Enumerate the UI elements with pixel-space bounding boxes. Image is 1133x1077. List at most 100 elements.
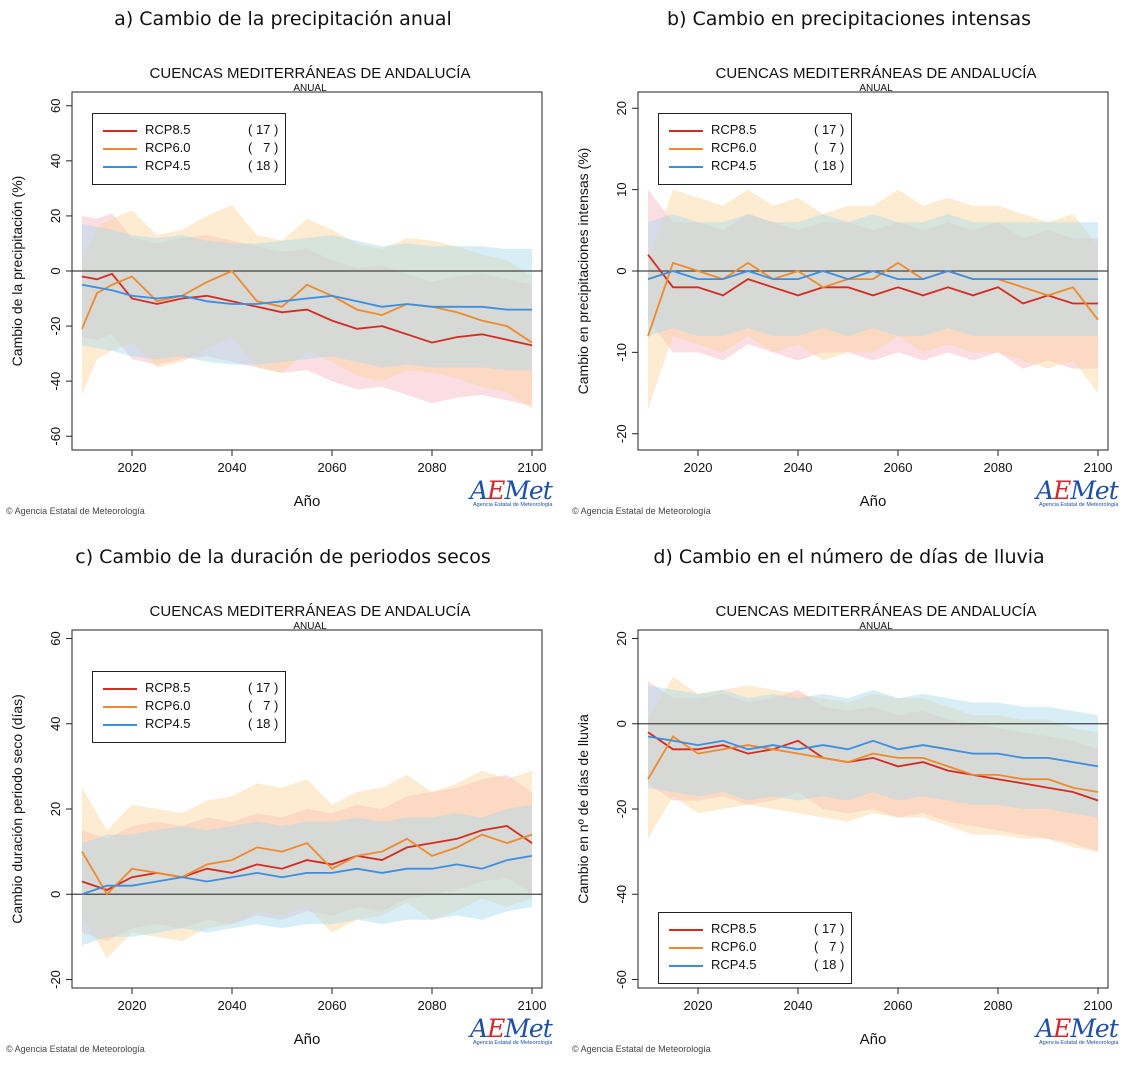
panel-c: c) Cambio de la duración de periodos sec…	[0, 538, 566, 1076]
y-tick-label: 20	[614, 101, 629, 115]
legend-count: ( 17 )	[248, 680, 278, 695]
y-tick-label: 60	[48, 631, 63, 645]
x-tick-label: 2020	[118, 998, 147, 1013]
legend-entry-rcp85: RCP8.5 ( 17 )	[103, 122, 281, 140]
y-axis-label: Cambio en nº de días de lluvia	[575, 714, 591, 904]
y-tick-label: 40	[48, 717, 63, 731]
x-tick-label: 2100	[518, 460, 547, 475]
legend-label: RCP6.0	[711, 140, 757, 155]
legend-count: ( 17 )	[248, 122, 278, 137]
panel-a: a) Cambio de la precipitación anual CUEN…	[0, 0, 566, 538]
logo-subtitle: Agencia Estatal de Meteorología	[1036, 502, 1132, 508]
band-rcp45	[648, 214, 1098, 336]
legend-swatch-rcp60	[103, 706, 137, 708]
legend-count: ( 17 )	[814, 921, 844, 936]
aemet-logo: AEMet Agencia Estatal de Meteorología	[1036, 476, 1132, 524]
x-tick-label: 2080	[984, 460, 1013, 475]
x-tick-label: 2040	[218, 460, 247, 475]
legend-entry-rcp60: RCP6.0 ( 7 )	[669, 939, 847, 957]
y-tick-label: -60	[48, 427, 63, 446]
legend-swatch-rcp60	[669, 947, 703, 949]
x-tick-label: 2020	[684, 998, 713, 1013]
chart-title: CUENCAS MEDITERRÁNEAS DE ANDALUCÍA	[716, 603, 1037, 620]
legend-label: RCP6.0	[145, 140, 191, 155]
y-tick-label: 40	[48, 154, 63, 168]
y-tick-label: 0	[614, 267, 629, 274]
legend-entry-rcp60: RCP6.0 ( 7 )	[103, 698, 281, 716]
y-tick-label: -20	[48, 970, 63, 989]
logo-subtitle: Agencia Estatal de Meteorología	[470, 1040, 566, 1046]
chart-title: CUENCAS MEDITERRÁNEAS DE ANDALUCÍA	[150, 65, 471, 82]
legend-swatch-rcp45	[103, 724, 137, 726]
copyright-credit: © Agencia Estatal de Meteorología	[6, 1044, 145, 1054]
legend-entry-rcp85: RCP8.5 ( 17 )	[669, 921, 847, 939]
legend-swatch-rcp85	[669, 130, 703, 132]
y-tick-label: 20	[48, 209, 63, 223]
x-tick-label: 2040	[218, 998, 247, 1013]
legend-swatch-rcp85	[669, 929, 703, 931]
copyright-credit: © Agencia Estatal de Meteorología	[6, 506, 145, 516]
legend-swatch-rcp45	[669, 965, 703, 967]
legend-entry-rcp45: RCP4.5 ( 18 )	[103, 716, 281, 734]
legend-swatch-rcp60	[669, 148, 703, 150]
y-tick-label: -20	[614, 800, 629, 819]
legend-label: RCP4.5	[145, 716, 191, 731]
y-axis-label: Cambio de la precipitación (%)	[9, 176, 25, 367]
legend-label: RCP8.5	[145, 122, 191, 137]
legend-label: RCP8.5	[711, 921, 757, 936]
legend-entry-rcp45: RCP4.5 ( 18 )	[103, 158, 281, 176]
y-tick-label: 0	[48, 891, 63, 898]
panel-b: b) Cambio en precipitaciones intensas CU…	[566, 0, 1132, 538]
legend-count: ( 7 )	[248, 140, 278, 155]
legend-count: ( 18 )	[814, 158, 844, 173]
legend-entry-rcp45: RCP4.5 ( 18 )	[669, 957, 847, 975]
logo-wordmark: AEMet	[470, 1014, 566, 1043]
legend-entry-rcp45: RCP4.5 ( 18 )	[669, 158, 847, 176]
legend-swatch-rcp60	[103, 148, 137, 150]
x-tick-label: 2060	[318, 998, 347, 1013]
chart-c: CUENCAS MEDITERRÁNEAS DE ANDALUCÍAANUAL2…	[0, 538, 566, 1076]
x-tick-label: 2020	[118, 460, 147, 475]
x-tick-label: 2080	[418, 460, 447, 475]
y-tick-label: 0	[614, 720, 629, 727]
x-tick-label: 2100	[1084, 998, 1113, 1013]
y-tick-label: 0	[48, 267, 63, 274]
legend-count: ( 7 )	[814, 140, 844, 155]
legend-entry-rcp60: RCP6.0 ( 7 )	[669, 140, 847, 158]
legend-count: ( 18 )	[248, 158, 278, 173]
chart-b: CUENCAS MEDITERRÁNEAS DE ANDALUCÍAANUAL2…	[566, 0, 1132, 538]
logo-subtitle: Agencia Estatal de Meteorología	[470, 502, 566, 508]
legend-count: ( 18 )	[248, 716, 278, 731]
chart-title: CUENCAS MEDITERRÁNEAS DE ANDALUCÍA	[716, 65, 1037, 82]
y-axis-label: Cambio en precipitaciones intensas (%)	[575, 148, 591, 395]
legend-swatch-rcp45	[103, 166, 137, 168]
legend-label: RCP6.0	[145, 698, 191, 713]
aemet-logo: AEMet Agencia Estatal de Meteorología	[470, 1014, 566, 1062]
logo-wordmark: AEMet	[1036, 1014, 1132, 1043]
aemet-logo: AEMet Agencia Estatal de Meteorología	[470, 476, 566, 524]
legend: RCP8.5 ( 17 ) RCP6.0 ( 7 ) RCP4.5 ( 18 )	[92, 113, 286, 185]
x-tick-label: 2100	[1084, 460, 1113, 475]
x-tick-label: 2080	[984, 998, 1013, 1013]
y-tick-label: -20	[614, 424, 629, 443]
y-tick-label: 60	[48, 99, 63, 113]
chart-d: CUENCAS MEDITERRÁNEAS DE ANDALUCÍAANUAL2…	[566, 538, 1132, 1076]
copyright-credit: © Agencia Estatal de Meteorología	[572, 1044, 711, 1054]
x-axis-label: Año	[294, 493, 321, 510]
legend-swatch-rcp45	[669, 166, 703, 168]
logo-wordmark: AEMet	[470, 476, 566, 505]
legend-label: RCP4.5	[145, 158, 191, 173]
y-tick-label: 20	[614, 631, 629, 645]
y-tick-label: -40	[614, 885, 629, 904]
y-tick-label: -40	[48, 372, 63, 391]
legend-label: RCP4.5	[711, 957, 757, 972]
legend-swatch-rcp85	[103, 688, 137, 690]
y-axis-label: Cambio duración periodo seco (días)	[9, 694, 25, 924]
x-axis-label: Año	[860, 1031, 887, 1048]
x-tick-label: 2080	[418, 998, 447, 1013]
legend-entry-rcp85: RCP8.5 ( 17 )	[669, 122, 847, 140]
legend: RCP8.5 ( 17 ) RCP6.0 ( 7 ) RCP4.5 ( 18 )	[658, 912, 852, 984]
legend-count: ( 7 )	[248, 698, 278, 713]
x-tick-label: 2060	[884, 998, 913, 1013]
